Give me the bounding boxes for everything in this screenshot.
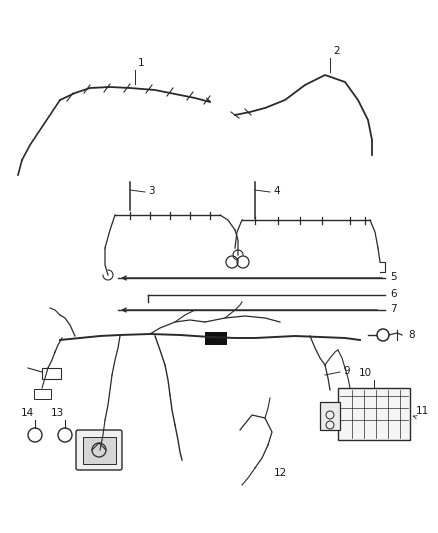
Text: 12: 12: [274, 468, 287, 478]
Text: 11: 11: [416, 406, 429, 416]
Text: 6: 6: [390, 289, 397, 299]
Text: 13: 13: [50, 408, 64, 418]
Text: 14: 14: [21, 408, 34, 418]
FancyBboxPatch shape: [82, 437, 116, 464]
Text: 8: 8: [408, 330, 415, 340]
FancyBboxPatch shape: [42, 367, 60, 378]
FancyBboxPatch shape: [338, 388, 410, 440]
Text: 10: 10: [358, 368, 371, 378]
Text: 4: 4: [273, 186, 279, 196]
Text: 1: 1: [138, 58, 145, 68]
FancyBboxPatch shape: [320, 402, 340, 430]
Text: 3: 3: [148, 186, 155, 196]
Text: 7: 7: [390, 304, 397, 314]
FancyBboxPatch shape: [205, 332, 227, 345]
FancyBboxPatch shape: [76, 430, 122, 470]
Text: 5: 5: [390, 272, 397, 282]
Text: 9: 9: [343, 366, 350, 376]
Text: 2: 2: [333, 46, 339, 56]
FancyBboxPatch shape: [33, 389, 50, 399]
